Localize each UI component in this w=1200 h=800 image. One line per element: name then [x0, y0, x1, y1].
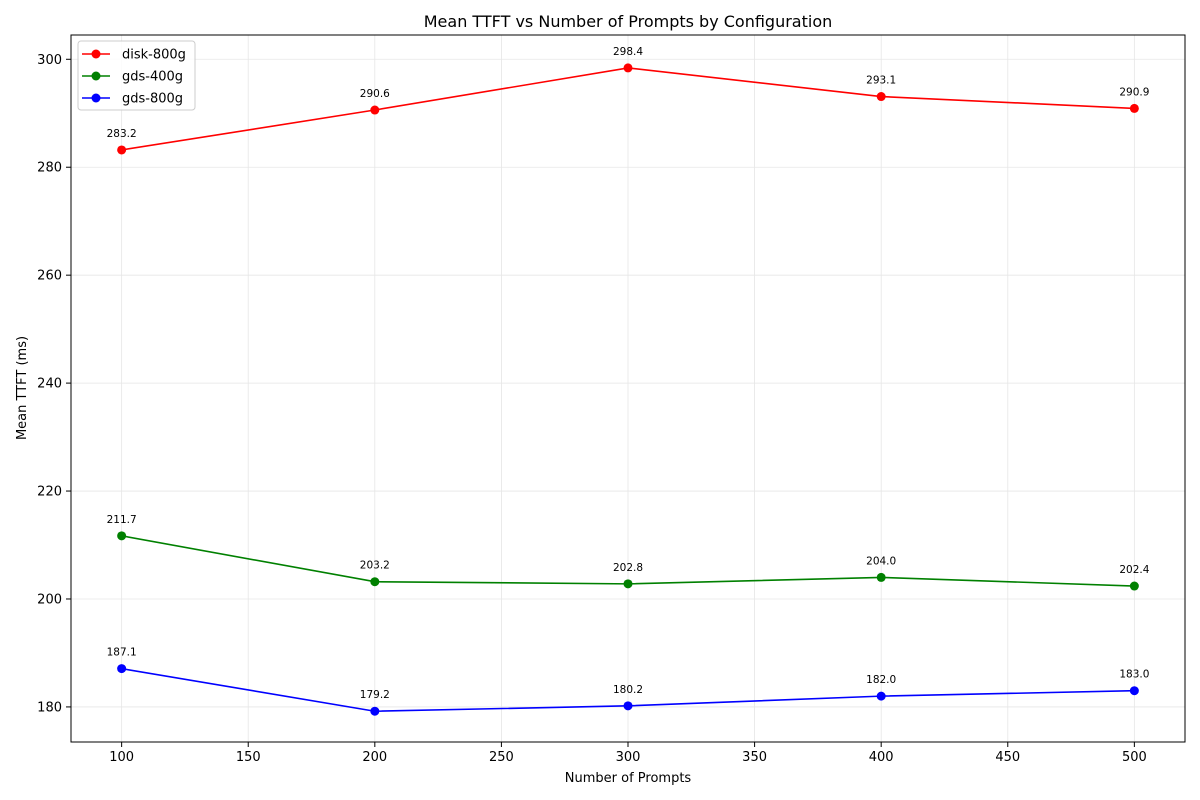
x-tick-label: 100: [109, 750, 134, 765]
y-axis-label: Mean TTFT (ms): [15, 336, 30, 440]
data-point: [1129, 103, 1139, 113]
legend-marker: [91, 71, 101, 81]
axis-ticks: 100 150 200 250 300 350 400 450 500 180 200 220 240 2…: [37, 53, 1147, 765]
data-label: 202.4: [1119, 564, 1149, 576]
data-point: [1129, 686, 1139, 696]
y-tick-label: 220: [37, 485, 62, 500]
legend-label: disk-800g: [122, 48, 186, 63]
data-point: [876, 691, 886, 701]
x-tick-label: 500: [1122, 750, 1147, 765]
y-tick-label: 280: [37, 161, 62, 176]
data-point: [117, 531, 127, 541]
data-label: 290.9: [1119, 86, 1149, 98]
x-tick-label: 450: [995, 750, 1020, 765]
y-tick-label: 260: [37, 269, 62, 284]
data-point: [370, 105, 380, 115]
data-label: 204.0: [866, 555, 896, 567]
data-point: [117, 664, 127, 674]
data-label: 293.1: [866, 75, 896, 87]
data-point: [623, 579, 633, 589]
data-point: [370, 577, 380, 587]
chart-title: Mean TTFT vs Number of Prompts by Config…: [424, 12, 833, 31]
x-axis-label: Number of Prompts: [565, 771, 692, 786]
legend-marker: [91, 93, 101, 103]
data-point: [117, 145, 127, 155]
series-group: 283.2 290.6 298.4 293.1 290.9 211.7 203.2 202.8…: [107, 46, 1150, 716]
series-gds-800g: 187.1 179.2 180.2 182.0 183.0: [107, 647, 1149, 716]
y-tick-label: 300: [37, 53, 62, 68]
data-point: [370, 706, 380, 716]
legend-box: [77, 40, 196, 111]
y-tick-label: 180: [37, 700, 62, 715]
legend-label: gds-400g: [122, 70, 183, 85]
data-label: 211.7: [107, 514, 137, 526]
data-label: 187.1: [107, 647, 137, 659]
series-disk-800g: 283.2 290.6 298.4 293.1 290.9: [107, 46, 1149, 155]
data-label: 298.4: [613, 46, 643, 58]
series-gds-400g: 211.7 203.2 202.8 204.0 202.4: [107, 514, 1150, 591]
x-tick-label: 250: [489, 750, 514, 765]
data-point: [876, 572, 886, 582]
data-label: 283.2: [107, 128, 137, 140]
data-label: 290.6: [360, 88, 390, 100]
data-point: [1129, 581, 1139, 591]
x-tick-label: 200: [362, 750, 387, 765]
x-tick-label: 150: [236, 750, 261, 765]
data-label: 179.2: [360, 689, 390, 701]
legend-marker: [91, 49, 101, 59]
y-tick-label: 240: [37, 377, 62, 392]
data-label: 203.2: [360, 560, 390, 572]
data-point: [623, 63, 633, 73]
grid: [71, 35, 1185, 742]
data-label: 180.2: [613, 684, 643, 696]
legend: disk-800g gds-400g gds-800g: [77, 40, 196, 111]
x-tick-label: 400: [869, 750, 894, 765]
data-point: [876, 92, 886, 102]
data-label: 202.8: [613, 562, 643, 574]
legend-label: gds-800g: [122, 92, 183, 107]
x-tick-label: 300: [616, 750, 641, 765]
data-point: [623, 701, 633, 711]
y-tick-label: 200: [37, 592, 62, 607]
data-label: 183.0: [1119, 669, 1149, 681]
x-tick-label: 350: [742, 750, 767, 765]
data-label: 182.0: [866, 674, 896, 686]
